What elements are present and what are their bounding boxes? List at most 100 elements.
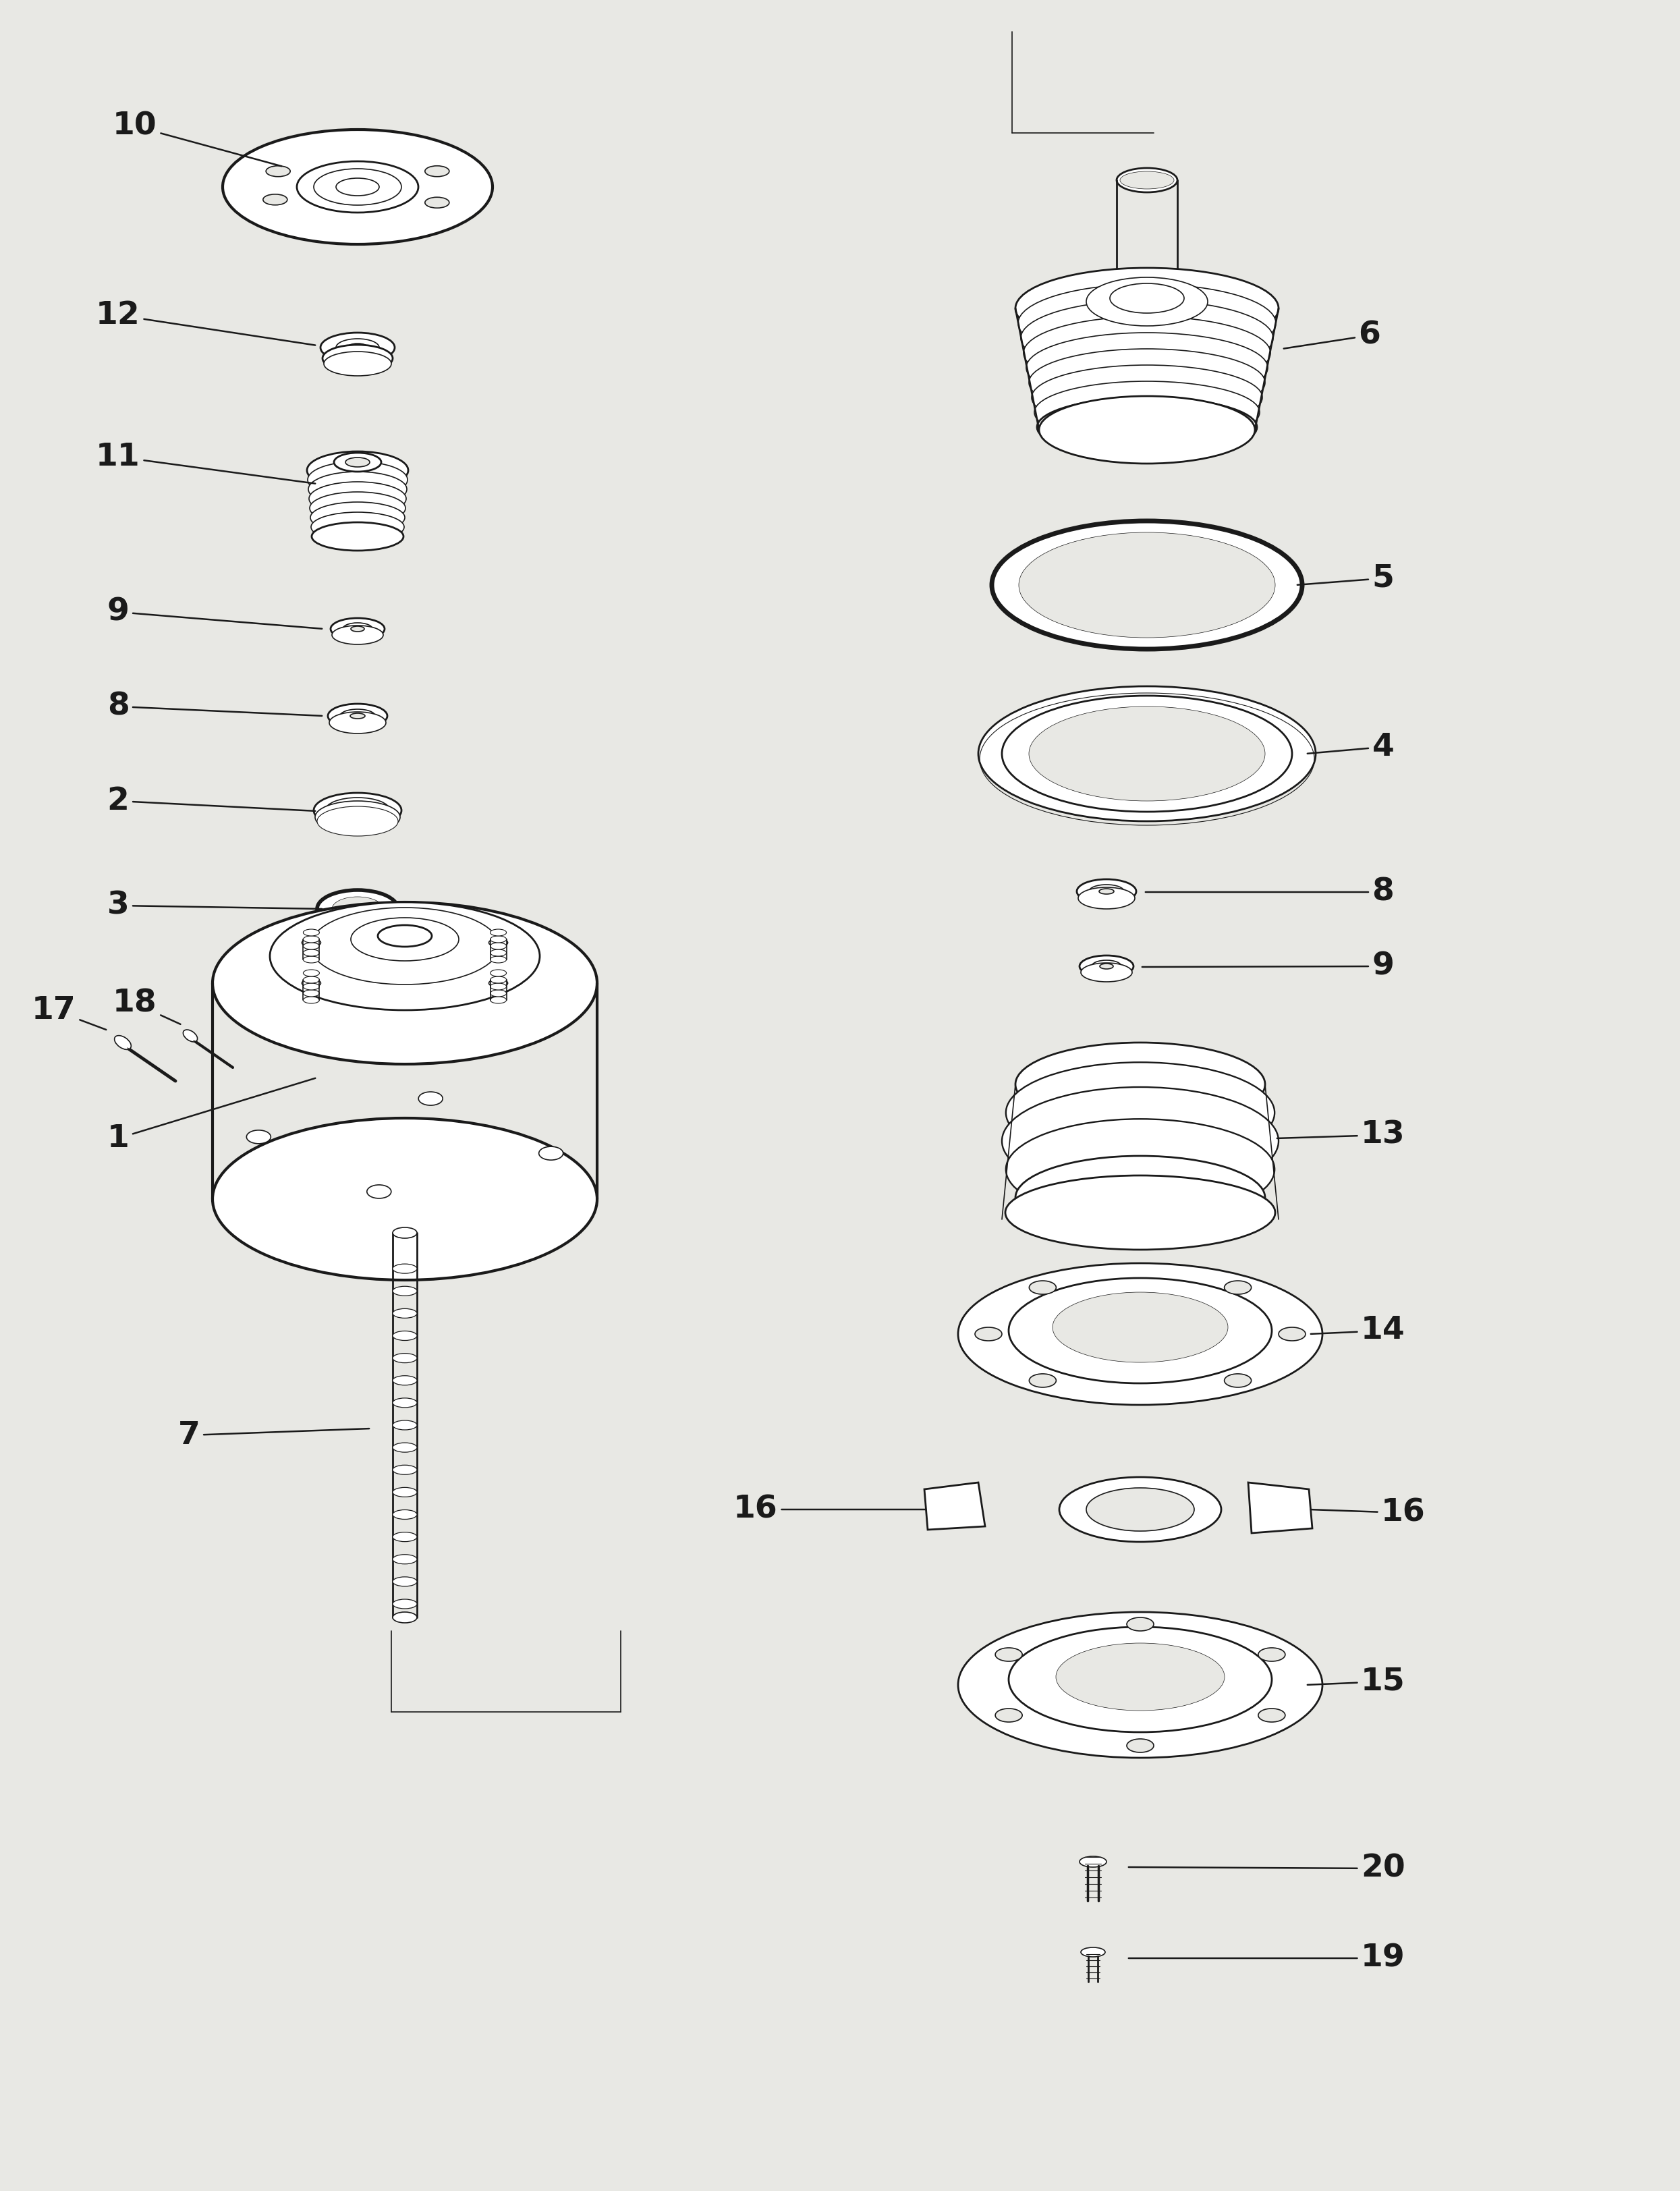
Ellipse shape (1060, 1477, 1221, 1542)
Ellipse shape (1028, 706, 1265, 802)
Ellipse shape (1057, 1643, 1225, 1711)
Ellipse shape (1001, 1087, 1278, 1194)
Ellipse shape (311, 502, 405, 532)
Ellipse shape (328, 703, 388, 727)
Ellipse shape (1005, 1174, 1275, 1249)
Ellipse shape (302, 938, 321, 947)
Ellipse shape (302, 990, 319, 997)
Ellipse shape (302, 936, 319, 942)
Ellipse shape (339, 710, 375, 723)
Ellipse shape (491, 984, 506, 990)
Ellipse shape (393, 1613, 417, 1624)
Ellipse shape (1023, 316, 1270, 390)
Ellipse shape (491, 971, 506, 977)
Ellipse shape (958, 1264, 1322, 1404)
Ellipse shape (1077, 879, 1136, 903)
Ellipse shape (336, 177, 380, 195)
Ellipse shape (331, 618, 385, 640)
Ellipse shape (491, 936, 506, 942)
Ellipse shape (314, 793, 402, 828)
Ellipse shape (1028, 348, 1265, 416)
Ellipse shape (378, 925, 432, 947)
Ellipse shape (183, 1030, 198, 1043)
Text: 10: 10 (113, 112, 282, 167)
Ellipse shape (270, 903, 539, 1010)
Ellipse shape (1006, 1063, 1275, 1163)
Ellipse shape (425, 197, 449, 208)
Ellipse shape (264, 195, 287, 206)
Ellipse shape (1079, 887, 1136, 909)
Text: 14: 14 (1310, 1315, 1404, 1345)
Ellipse shape (1030, 1374, 1057, 1387)
Ellipse shape (491, 929, 506, 936)
Ellipse shape (265, 167, 291, 177)
Text: 6: 6 (1284, 320, 1381, 351)
Text: 8: 8 (1146, 876, 1394, 907)
Text: 15: 15 (1307, 1667, 1404, 1696)
Ellipse shape (302, 949, 319, 955)
Ellipse shape (393, 1442, 417, 1453)
Ellipse shape (302, 979, 321, 988)
Ellipse shape (1127, 1617, 1154, 1630)
Ellipse shape (1035, 381, 1260, 443)
Ellipse shape (326, 798, 390, 824)
Ellipse shape (425, 167, 449, 177)
Ellipse shape (1053, 1293, 1228, 1363)
Ellipse shape (302, 977, 319, 984)
Ellipse shape (314, 169, 402, 206)
Ellipse shape (1080, 962, 1132, 982)
Ellipse shape (1117, 169, 1178, 193)
Ellipse shape (1018, 285, 1275, 362)
Text: 5: 5 (1297, 563, 1394, 594)
Ellipse shape (393, 1227, 417, 1238)
Text: 18: 18 (113, 988, 180, 1023)
Ellipse shape (995, 1709, 1021, 1722)
Text: 11: 11 (96, 443, 316, 484)
Ellipse shape (324, 351, 391, 377)
Ellipse shape (1127, 1740, 1154, 1753)
Ellipse shape (393, 1510, 417, 1518)
Ellipse shape (297, 162, 418, 213)
Polygon shape (1248, 1483, 1312, 1534)
Ellipse shape (1089, 885, 1124, 898)
Ellipse shape (329, 712, 386, 734)
Ellipse shape (418, 1091, 444, 1104)
Ellipse shape (393, 1532, 417, 1542)
Ellipse shape (1080, 955, 1134, 977)
Ellipse shape (302, 955, 319, 962)
Ellipse shape (348, 344, 368, 351)
Ellipse shape (343, 622, 373, 635)
Ellipse shape (1001, 697, 1292, 811)
Ellipse shape (393, 1466, 417, 1475)
Ellipse shape (333, 896, 383, 920)
Ellipse shape (393, 1354, 417, 1363)
Ellipse shape (302, 984, 319, 990)
Ellipse shape (334, 454, 381, 471)
Ellipse shape (1038, 397, 1255, 464)
Ellipse shape (1008, 1277, 1272, 1383)
Text: 7: 7 (178, 1420, 370, 1450)
Ellipse shape (307, 462, 408, 497)
Text: 13: 13 (1277, 1120, 1404, 1150)
Ellipse shape (1030, 1282, 1057, 1295)
Ellipse shape (309, 482, 407, 515)
Ellipse shape (323, 344, 393, 372)
Ellipse shape (489, 979, 507, 988)
Ellipse shape (393, 1264, 417, 1273)
Ellipse shape (393, 1556, 417, 1564)
Ellipse shape (491, 955, 506, 962)
Ellipse shape (366, 1185, 391, 1198)
Ellipse shape (1258, 1648, 1285, 1661)
Ellipse shape (311, 907, 499, 984)
Ellipse shape (991, 521, 1302, 649)
Ellipse shape (213, 1117, 596, 1280)
Ellipse shape (491, 997, 506, 1003)
Ellipse shape (1225, 1282, 1252, 1295)
Ellipse shape (491, 949, 506, 955)
Ellipse shape (1015, 1043, 1265, 1126)
Text: 8: 8 (108, 692, 323, 721)
Ellipse shape (978, 686, 1315, 822)
Text: 17: 17 (32, 995, 106, 1030)
Text: 2: 2 (108, 787, 316, 815)
Ellipse shape (491, 990, 506, 997)
